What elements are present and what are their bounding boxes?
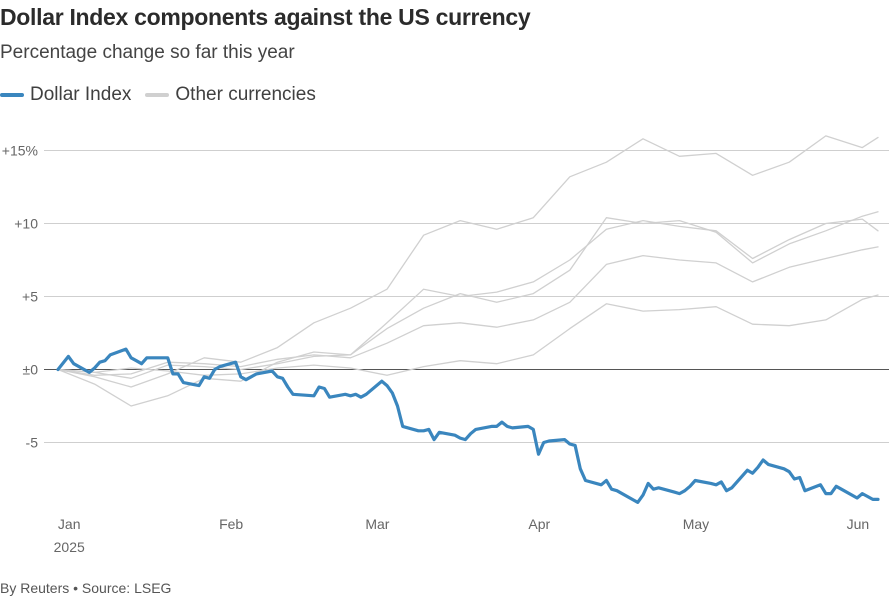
series-line-other-currency (57, 246, 879, 376)
x-tick-label: May (683, 516, 709, 532)
legend: Dollar Index Other currencies (0, 84, 330, 106)
legend-item-other-currencies: Other currencies (145, 84, 316, 106)
chart-subtitle: Percentage change so far this year (0, 42, 295, 63)
series-line-other-currency (57, 135, 879, 388)
series-line-other-currency (57, 294, 879, 376)
x-tick-label: Feb (219, 516, 243, 532)
legend-label-other-currencies: Other currencies (175, 84, 316, 105)
x-tick-sublabel: 2025 (54, 539, 85, 555)
y-tick-label: ±0 (23, 362, 39, 378)
series-line-dollar-index (56, 347, 880, 504)
legend-item-dollar-index: Dollar Index (0, 84, 131, 106)
x-tick-label: Apr (528, 516, 550, 532)
legend-label-dollar-index: Dollar Index (30, 84, 132, 105)
chart-title: Dollar Index components against the US c… (0, 4, 531, 30)
y-tick-label: -5 (26, 435, 39, 451)
series-line-other-currency (57, 211, 879, 379)
series-line-other-currency (57, 218, 879, 407)
legend-swatch-other-currencies (145, 93, 170, 97)
y-tick-label: +15% (2, 143, 38, 159)
x-tick-label: Mar (365, 516, 389, 532)
y-tick-label: +10 (14, 216, 38, 232)
x-tick-label: Jun (847, 516, 870, 532)
x-tick-label: Jan (58, 516, 81, 532)
y-tick-label: +5 (22, 289, 38, 305)
legend-swatch-dollar-index (0, 93, 24, 97)
source-footer: By Reuters • Source: LSEG (0, 580, 172, 596)
